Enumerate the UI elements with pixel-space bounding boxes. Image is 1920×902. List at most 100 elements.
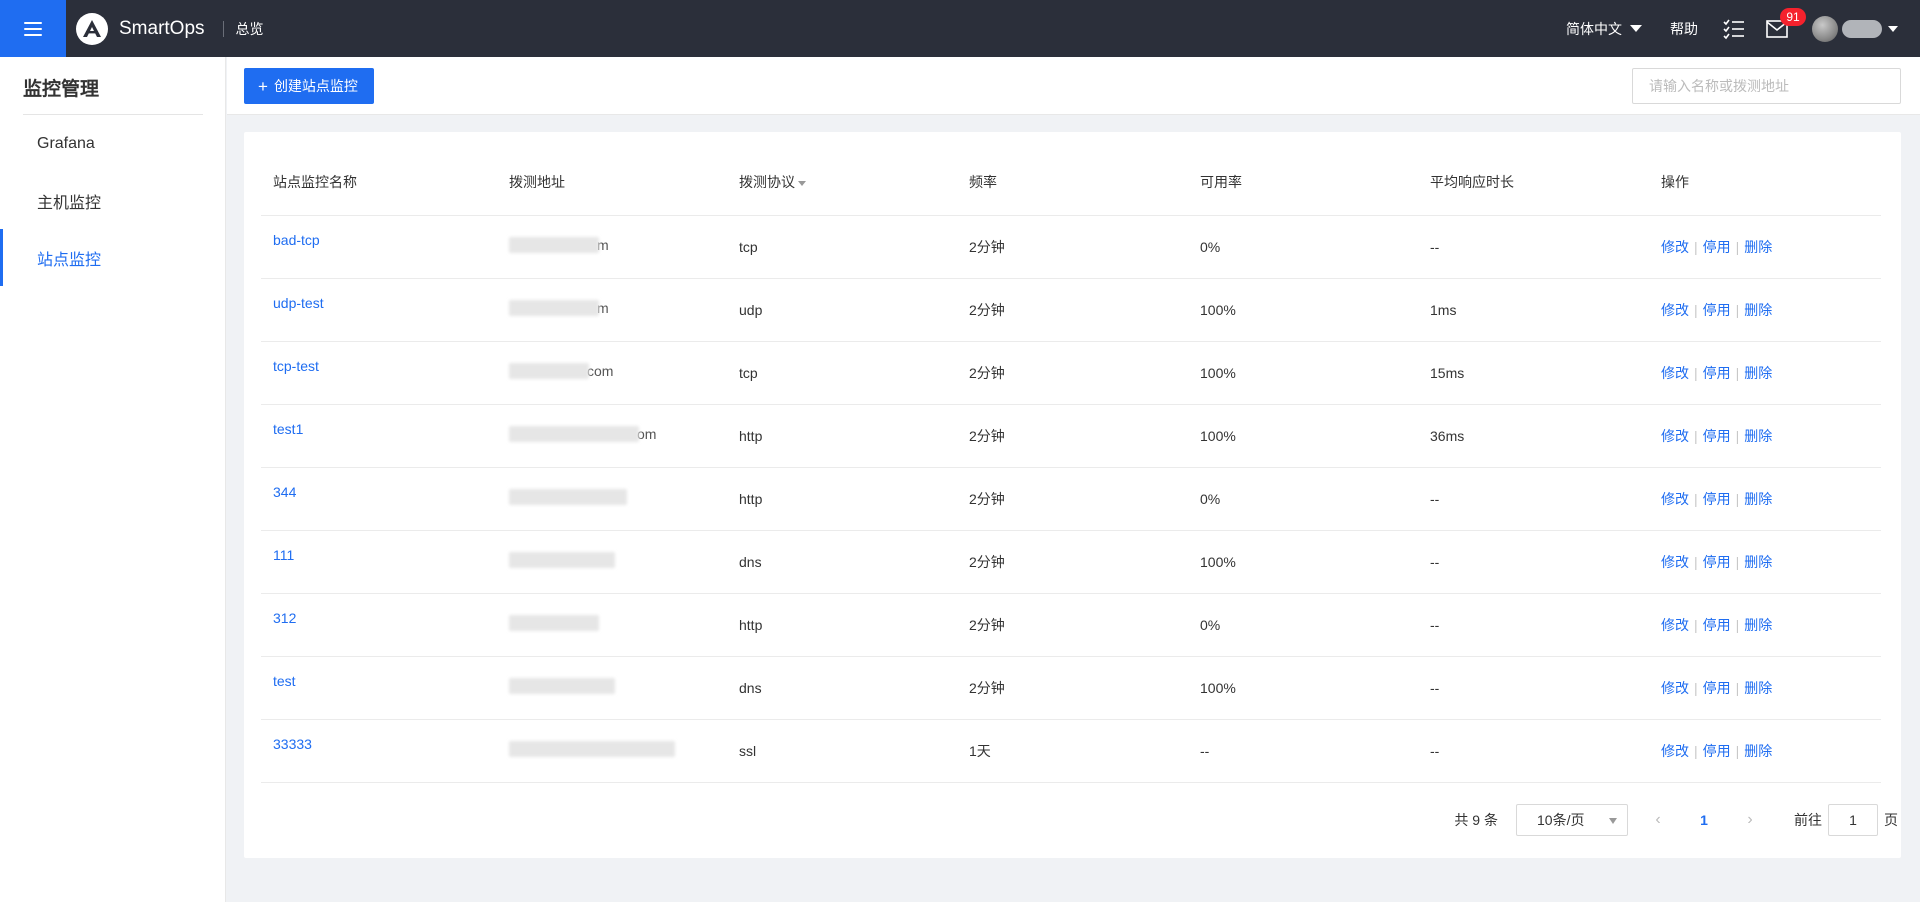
monitor-name-link[interactable]: 33333 <box>261 719 497 783</box>
menu-toggle-button[interactable] <box>0 0 66 57</box>
action-divider: | <box>1694 364 1698 381</box>
help-link[interactable]: 帮助 <box>1670 20 1698 37</box>
actions-cell: 修改 | 停用 | 删除 <box>1649 404 1881 468</box>
delete-button[interactable]: 删除 <box>1744 742 1773 759</box>
edit-button[interactable]: 修改 <box>1661 679 1689 696</box>
action-divider: | <box>1735 427 1740 444</box>
monitor-name-link[interactable]: 312 <box>261 593 497 657</box>
edit-button[interactable]: 修改 <box>1661 490 1689 507</box>
chevron-left-icon: ‹ <box>1655 811 1661 828</box>
delete-button[interactable]: 删除 <box>1744 616 1773 633</box>
disable-button[interactable]: 停用 <box>1702 490 1731 507</box>
protocol-cell: tcp <box>727 341 957 405</box>
sidebar-item-site-monitor[interactable]: 站点监控 <box>0 229 225 286</box>
user-menu-chevron-icon[interactable] <box>1888 25 1898 32</box>
language-label: 简体中文 <box>1566 20 1622 37</box>
address-cell: om <box>497 404 727 468</box>
address-tail: m <box>597 300 609 316</box>
column-header-protocol[interactable]: 拨测协议 <box>727 149 957 216</box>
sidebar-item-label: 主机监控 <box>37 194 102 212</box>
edit-button[interactable]: 修改 <box>1661 616 1689 633</box>
address-cell <box>497 656 727 720</box>
delete-button[interactable]: 删除 <box>1744 553 1773 570</box>
edit-button[interactable]: 修改 <box>1661 301 1689 318</box>
edit-button[interactable]: 修改 <box>1661 553 1689 570</box>
action-divider: | <box>1735 364 1740 381</box>
user-name-blurred[interactable] <box>1842 19 1882 38</box>
disable-button[interactable]: 停用 <box>1702 679 1731 696</box>
table-row: 344 http 2分钟 0% -- 修改 | 停用 | 删除 <box>261 467 1881 531</box>
edit-button[interactable]: 修改 <box>1661 427 1689 444</box>
disable-button[interactable]: 停用 <box>1702 238 1731 255</box>
monitor-name-link[interactable]: udp-test <box>261 278 497 342</box>
avg-response-cell: -- <box>1418 656 1649 720</box>
pagination: 共 9 条 10条/页 ‹ 1 › 前往 页 <box>1454 804 1901 836</box>
search-input[interactable] <box>1632 68 1901 104</box>
sidebar-item-host-monitor[interactable]: 主机监控 <box>0 172 225 229</box>
availability-cell: 100% <box>1188 404 1418 468</box>
frequency-cell: 2分钟 <box>957 530 1188 594</box>
address-redacted <box>509 741 675 757</box>
action-divider: | <box>1694 553 1698 570</box>
breadcrumb[interactable]: 总览 <box>235 20 264 37</box>
avg-response-cell: 36ms <box>1418 404 1649 468</box>
delete-button[interactable]: 删除 <box>1744 301 1773 318</box>
address-redacted <box>509 489 627 505</box>
availability-cell: 0% <box>1188 467 1418 531</box>
edit-button[interactable]: 修改 <box>1661 742 1689 759</box>
action-divider: | <box>1694 238 1698 255</box>
delete-button[interactable]: 删除 <box>1744 490 1773 507</box>
prev-page-button[interactable]: ‹ <box>1642 804 1674 836</box>
next-page-button[interactable]: › <box>1734 804 1766 836</box>
disable-button[interactable]: 停用 <box>1702 364 1731 381</box>
action-divider: | <box>1694 742 1698 759</box>
address-tail: om <box>637 426 657 442</box>
disable-button[interactable]: 停用 <box>1702 742 1731 759</box>
availability-cell: -- <box>1188 719 1418 783</box>
disable-button[interactable]: 停用 <box>1702 301 1731 318</box>
disable-button[interactable]: 停用 <box>1702 553 1731 570</box>
action-divider: | <box>1694 301 1698 318</box>
monitor-name-link[interactable]: tcp-test <box>261 341 497 405</box>
protocol-cell: udp <box>727 278 957 342</box>
action-divider: | <box>1735 616 1740 633</box>
address-tail: com <box>587 363 614 379</box>
disable-button[interactable]: 停用 <box>1702 616 1731 633</box>
filter-caret-icon[interactable] <box>798 180 806 186</box>
mail-button[interactable]: 91 <box>1766 7 1806 41</box>
availability-cell: 100% <box>1188 341 1418 405</box>
frequency-cell: 2分钟 <box>957 593 1188 657</box>
monitor-name-link[interactable]: 344 <box>261 467 497 531</box>
chevron-down-icon <box>1630 25 1642 32</box>
page-number-current[interactable]: 1 <box>1700 812 1708 828</box>
actions-cell: 修改 | 停用 | 删除 <box>1649 719 1881 783</box>
delete-button[interactable]: 删除 <box>1744 679 1773 696</box>
delete-button[interactable]: 删除 <box>1744 238 1773 255</box>
address-cell <box>497 719 727 783</box>
monitor-name-link[interactable]: test <box>261 656 497 720</box>
address-cell <box>497 530 727 594</box>
avatar[interactable] <box>1812 15 1838 42</box>
delete-button[interactable]: 删除 <box>1744 364 1773 381</box>
action-divider: | <box>1735 742 1740 759</box>
edit-button[interactable]: 修改 <box>1661 238 1689 255</box>
delete-button[interactable]: 删除 <box>1744 427 1773 444</box>
monitor-name-link[interactable]: bad-tcp <box>261 215 497 279</box>
sidebar: 监控管理 Grafana 主机监控 站点监控 <box>0 57 226 902</box>
sidebar-item-grafana[interactable]: Grafana <box>0 115 225 172</box>
edit-button[interactable]: 修改 <box>1661 364 1689 381</box>
monitor-name-link[interactable]: test1 <box>261 404 497 468</box>
task-list-icon[interactable] <box>1722 17 1746 41</box>
address-cell: m <box>497 278 727 342</box>
language-selector[interactable]: 简体中文 <box>1566 19 1642 39</box>
site-monitor-table: 站点监控名称 拨测地址 拨测协议 频率 可用率 平均响应时长 操作 bad-tc… <box>261 149 1881 783</box>
actions-cell: 修改 | 停用 | 删除 <box>1649 467 1881 531</box>
create-site-monitor-button[interactable]: + 创建站点监控 <box>244 68 374 104</box>
goto-page-input[interactable] <box>1828 804 1878 836</box>
address-redacted <box>509 426 639 442</box>
frequency-cell: 2分钟 <box>957 404 1188 468</box>
page-size-select[interactable]: 10条/页 <box>1516 804 1628 836</box>
monitor-name-link[interactable]: 111 <box>261 530 497 594</box>
sidebar-divider <box>23 114 203 115</box>
disable-button[interactable]: 停用 <box>1702 427 1731 444</box>
